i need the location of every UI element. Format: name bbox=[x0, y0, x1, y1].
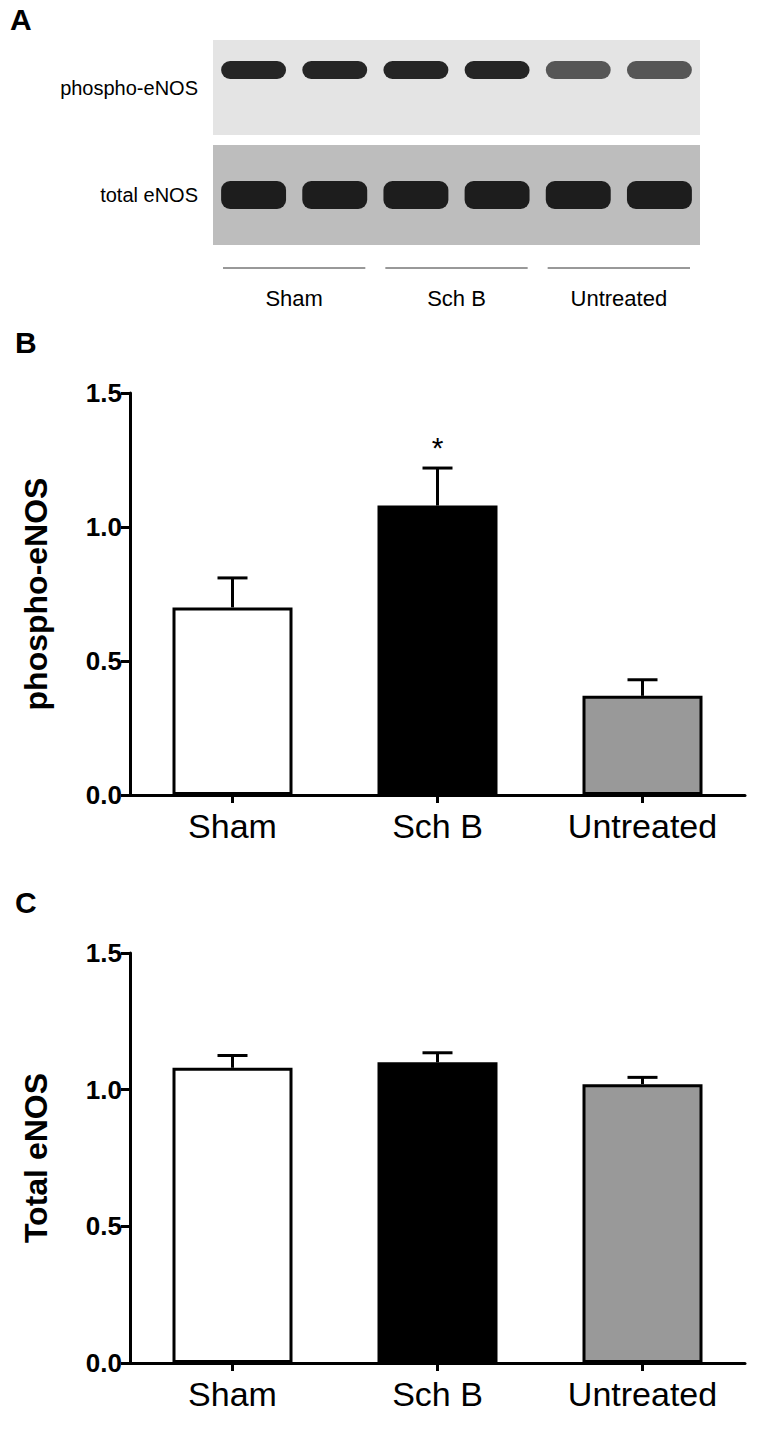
svg-text:Sham: Sham bbox=[265, 286, 322, 311]
svg-text:A: A bbox=[10, 3, 32, 36]
svg-text:0.0: 0.0 bbox=[86, 780, 122, 810]
svg-text:0.5: 0.5 bbox=[86, 1211, 122, 1241]
svg-text:Sham: Sham bbox=[188, 1375, 277, 1413]
svg-text:Sham: Sham bbox=[188, 807, 277, 845]
svg-text:Untreated: Untreated bbox=[568, 807, 717, 845]
svg-text:1.0: 1.0 bbox=[86, 1075, 122, 1105]
svg-text:0.5: 0.5 bbox=[86, 646, 122, 676]
svg-text:*: * bbox=[432, 431, 444, 464]
svg-text:Untreated: Untreated bbox=[568, 1375, 717, 1413]
svg-text:B: B bbox=[15, 326, 37, 359]
svg-text:total eNOS: total eNOS bbox=[100, 184, 198, 206]
svg-text:phospho-eNOS: phospho-eNOS bbox=[18, 478, 54, 711]
svg-text:1.5: 1.5 bbox=[86, 378, 122, 408]
svg-text:Sch B: Sch B bbox=[392, 807, 483, 845]
svg-text:0.0: 0.0 bbox=[86, 1348, 122, 1378]
svg-text:Total eNOS: Total eNOS bbox=[18, 1073, 54, 1243]
svg-text:1.0: 1.0 bbox=[86, 512, 122, 542]
svg-text:Sch B: Sch B bbox=[427, 286, 486, 311]
svg-text:C: C bbox=[15, 886, 37, 919]
svg-text:Sch B: Sch B bbox=[392, 1375, 483, 1413]
svg-text:Untreated: Untreated bbox=[571, 286, 668, 311]
svg-text:1.5: 1.5 bbox=[86, 938, 122, 968]
svg-text:phospho-eNOS: phospho-eNOS bbox=[60, 77, 198, 99]
